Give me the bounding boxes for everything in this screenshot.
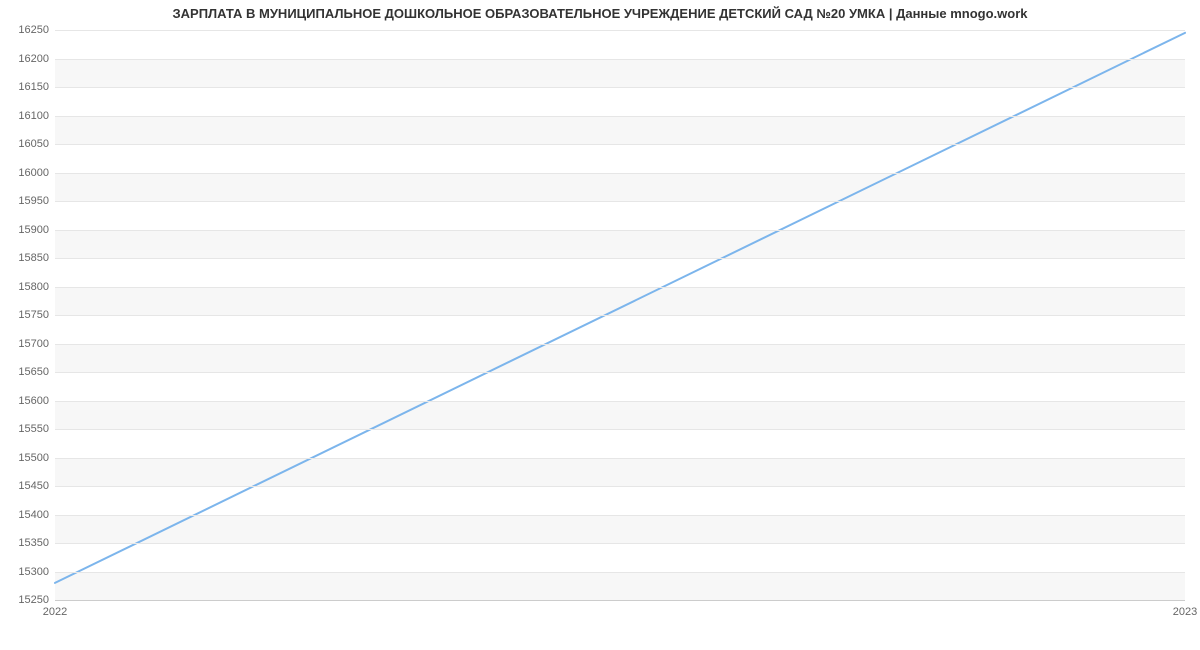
- y-tick-label: 15300: [18, 566, 49, 578]
- y-gridline: [55, 315, 1185, 316]
- y-gridline: [55, 230, 1185, 231]
- y-tick-label: 15750: [18, 309, 49, 321]
- y-gridline: [55, 344, 1185, 345]
- y-gridline: [55, 87, 1185, 88]
- y-tick-label: 15550: [18, 423, 49, 435]
- y-gridline: [55, 543, 1185, 544]
- y-tick-label: 15400: [18, 509, 49, 521]
- y-tick-label: 15350: [18, 537, 49, 549]
- y-gridline: [55, 201, 1185, 202]
- y-tick-label: 16100: [18, 110, 49, 122]
- y-tick-label: 15600: [18, 395, 49, 407]
- y-gridline: [55, 30, 1185, 31]
- y-gridline: [55, 144, 1185, 145]
- y-tick-label: 15850: [18, 252, 49, 264]
- y-tick-label: 16250: [18, 24, 49, 36]
- y-tick-label: 15250: [18, 594, 49, 606]
- y-tick-label: 16000: [18, 167, 49, 179]
- y-gridline: [55, 173, 1185, 174]
- salary-line-chart: ЗАРПЛАТА В МУНИЦИПАЛЬНОЕ ДОШКОЛЬНОЕ ОБРА…: [0, 0, 1200, 650]
- y-tick-label: 16150: [18, 81, 49, 93]
- y-tick-label: 15500: [18, 452, 49, 464]
- y-tick-label: 15450: [18, 480, 49, 492]
- y-tick-label: 16050: [18, 138, 49, 150]
- plot-area: 1525015300153501540015450155001555015600…: [55, 30, 1185, 600]
- y-tick-label: 15950: [18, 195, 49, 207]
- y-gridline: [55, 486, 1185, 487]
- y-tick-label: 15700: [18, 338, 49, 350]
- y-gridline: [55, 515, 1185, 516]
- y-gridline: [55, 287, 1185, 288]
- y-gridline: [55, 372, 1185, 373]
- x-tick-label: 2022: [43, 606, 67, 618]
- x-axis-line: [55, 600, 1185, 601]
- y-gridline: [55, 458, 1185, 459]
- x-tick-label: 2023: [1173, 606, 1197, 618]
- y-gridline: [55, 429, 1185, 430]
- y-tick-label: 15900: [18, 224, 49, 236]
- chart-title: ЗАРПЛАТА В МУНИЦИПАЛЬНОЕ ДОШКОЛЬНОЕ ОБРА…: [0, 6, 1200, 21]
- y-gridline: [55, 572, 1185, 573]
- y-tick-label: 15800: [18, 281, 49, 293]
- y-gridline: [55, 59, 1185, 60]
- y-tick-label: 15650: [18, 366, 49, 378]
- y-tick-label: 16200: [18, 53, 49, 65]
- y-gridline: [55, 401, 1185, 402]
- y-gridline: [55, 258, 1185, 259]
- y-gridline: [55, 116, 1185, 117]
